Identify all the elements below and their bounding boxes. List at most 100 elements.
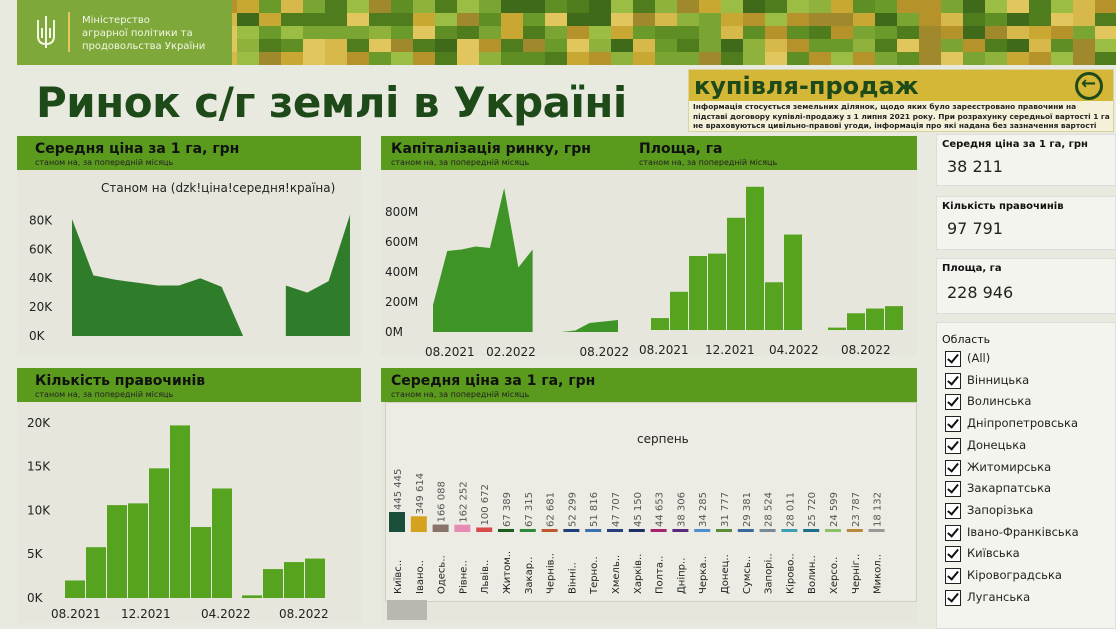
- y-tick-label: 400M: [385, 265, 418, 279]
- kupivlia-note: Інформація стосується земельних ділянок,…: [693, 102, 1110, 131]
- banner-tile: [1007, 39, 1029, 52]
- banner-tile: [831, 13, 853, 26]
- avg-price-title: Середня ціна за 1 га, грн: [35, 141, 240, 157]
- kupivlia-title: купівля-продаж: [694, 72, 919, 100]
- banner-tile: [655, 52, 677, 65]
- regional-bar: [868, 529, 885, 532]
- area-bar: [847, 313, 865, 330]
- checkbox-checked-icon[interactable]: [945, 394, 961, 411]
- regional-category-label: Донец..: [720, 554, 731, 594]
- region-filter-label: Житомирська: [967, 459, 1052, 474]
- banner-tile: [1051, 0, 1073, 13]
- banner-tile: [743, 13, 765, 26]
- x-tick-label: 08.2022: [841, 343, 891, 356]
- checkbox-checked-icon[interactable]: [945, 351, 961, 367]
- regional-bar: [410, 516, 427, 532]
- checkbox-checked-icon[interactable]: [945, 546, 961, 563]
- banner-tile: [589, 26, 611, 39]
- checkbox-checked-icon[interactable]: [945, 481, 961, 498]
- banner-tile: [875, 52, 897, 65]
- checkbox-checked-icon[interactable]: [945, 568, 961, 584]
- banner-tile: [303, 52, 325, 65]
- capitalization-area-series: [433, 188, 533, 332]
- region-filter-label: Київська: [967, 546, 1020, 561]
- banner-tile: [479, 0, 501, 13]
- regional-value-label: 349 614: [415, 473, 426, 514]
- banner-tile: [523, 39, 545, 52]
- checkbox-checked-icon[interactable]: [945, 502, 961, 519]
- area-bar: [651, 318, 669, 330]
- avg-price-card: Середня ціна за 1 га, грн 38 211: [936, 134, 1116, 186]
- banner-tile: [479, 26, 501, 39]
- banner-tile: [787, 52, 809, 65]
- banner-tile: [281, 39, 303, 52]
- banner-tile: [875, 0, 897, 13]
- regional-category-label: Вінні..: [566, 562, 578, 594]
- banner-tile: [853, 26, 875, 39]
- banner-tile: [853, 13, 875, 26]
- banner-tile: [853, 39, 875, 52]
- ministry-name: Міністерство аграрної політики та продов…: [82, 14, 232, 53]
- banner-tile: [765, 13, 787, 26]
- banner-tile: [567, 52, 589, 65]
- banner-tile: [743, 52, 765, 65]
- banner-tile: [1029, 13, 1051, 26]
- banner-tile: [325, 26, 347, 39]
- banner-tile: [589, 0, 611, 13]
- banner-tile: [259, 52, 281, 65]
- regional-bar: [672, 529, 689, 532]
- regional-value-label: 34 285: [698, 492, 709, 527]
- banner-tile: [919, 26, 941, 39]
- checkbox-checked-icon[interactable]: [945, 372, 961, 389]
- x-tick-label: 08.2021: [639, 343, 689, 356]
- banner-tile: [611, 39, 633, 52]
- y-tick-label: 20K: [27, 416, 51, 430]
- horizontal-scrollbar[interactable]: [387, 600, 427, 620]
- banner-tile: [875, 13, 897, 26]
- banner-tile: [523, 13, 545, 26]
- banner-tile: [1029, 0, 1051, 13]
- banner-tile: [567, 13, 589, 26]
- banner-tile: [743, 39, 765, 52]
- x-tick-label: 08.2022: [580, 345, 630, 356]
- checkbox-checked-icon[interactable]: [945, 589, 961, 606]
- checkbox-checked-icon[interactable]: [945, 416, 961, 433]
- capitalization-panel: Капіталізація ринку, грн станом на, за п…: [381, 136, 917, 356]
- region-filter-label: Закарпатська: [967, 481, 1052, 496]
- back-arrow-icon[interactable]: ←: [1075, 72, 1103, 100]
- regional-header: [381, 368, 917, 402]
- regional-category-label: Кірово..: [784, 553, 796, 594]
- checkbox-checked-icon[interactable]: [945, 459, 961, 476]
- regional-value-label: 23 787: [851, 492, 862, 527]
- x-tick-label: 04.2022: [201, 607, 251, 621]
- banner-tile: [457, 0, 479, 13]
- regional-bar: [432, 524, 449, 532]
- banner-tile: [699, 13, 721, 26]
- deals-chart: 20K 15K 10K 5K 0K 08.2021 12.2021 04.2022 08.202…: [27, 416, 329, 621]
- banner-tile: [1073, 0, 1095, 13]
- banner-tile: [347, 39, 369, 52]
- banner-tile: [435, 39, 457, 52]
- region-filter-label: Луганська: [967, 589, 1031, 604]
- x-tick-label: 08.2021: [425, 345, 475, 356]
- banner-tile: [985, 13, 1007, 26]
- regional-category-label: Херсо..: [829, 557, 840, 594]
- capitalization-area-series: [561, 320, 618, 332]
- banner-tile: [787, 39, 809, 52]
- region-filter-title: Область: [942, 333, 991, 346]
- banner-tile: [1007, 0, 1029, 13]
- area-bar: [727, 217, 745, 330]
- x-tick-label: 02.2022: [486, 345, 536, 356]
- banner-tile: [765, 0, 787, 13]
- banner-tile: [919, 13, 941, 26]
- checkbox-checked-icon[interactable]: [945, 437, 961, 454]
- regional-category-label: Дніпр..: [675, 558, 687, 594]
- trident-icon: [37, 16, 55, 48]
- checkbox-checked-icon[interactable]: [945, 524, 961, 541]
- banner-tile: [413, 26, 435, 39]
- banner-tile: [479, 13, 501, 26]
- regional-category-label: Волин..: [807, 555, 818, 594]
- area-chart: 08.2021 12.2021 04.2022 08.2022: [639, 186, 903, 356]
- banner-tile: [721, 39, 743, 52]
- ministry-line-3: продовольства України: [82, 41, 206, 52]
